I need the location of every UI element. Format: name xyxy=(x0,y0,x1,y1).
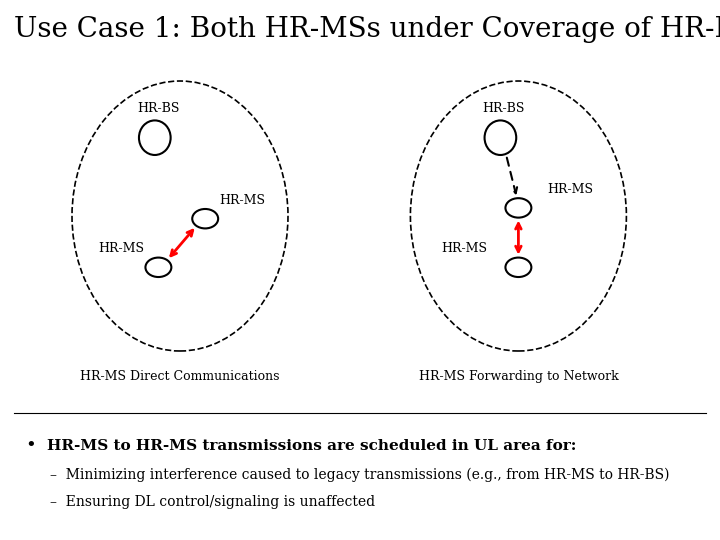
Text: –  Minimizing interference caused to legacy transmissions (e.g., from HR-MS to H: – Minimizing interference caused to lega… xyxy=(50,468,670,482)
Text: HR-BS: HR-BS xyxy=(137,102,179,115)
Text: –  Ensuring DL control/signaling is unaffected: – Ensuring DL control/signaling is unaff… xyxy=(50,495,376,509)
Text: •: • xyxy=(25,436,36,455)
Text: HR-MS: HR-MS xyxy=(220,194,266,207)
Text: HR-MS to HR-MS transmissions are scheduled in UL area for:: HR-MS to HR-MS transmissions are schedul… xyxy=(47,438,576,453)
Text: HR-MS: HR-MS xyxy=(441,242,487,255)
Text: HR-BS: HR-BS xyxy=(482,102,525,115)
Text: HR-MS Forwarding to Network: HR-MS Forwarding to Network xyxy=(418,370,618,383)
Text: HR-MS: HR-MS xyxy=(98,242,144,255)
Text: HR-MS Direct Communications: HR-MS Direct Communications xyxy=(80,370,280,383)
Text: Use Case 1: Both HR-MSs under Coverage of HR-BS/RS: Use Case 1: Both HR-MSs under Coverage o… xyxy=(14,16,720,43)
Text: HR-MS: HR-MS xyxy=(547,183,593,196)
